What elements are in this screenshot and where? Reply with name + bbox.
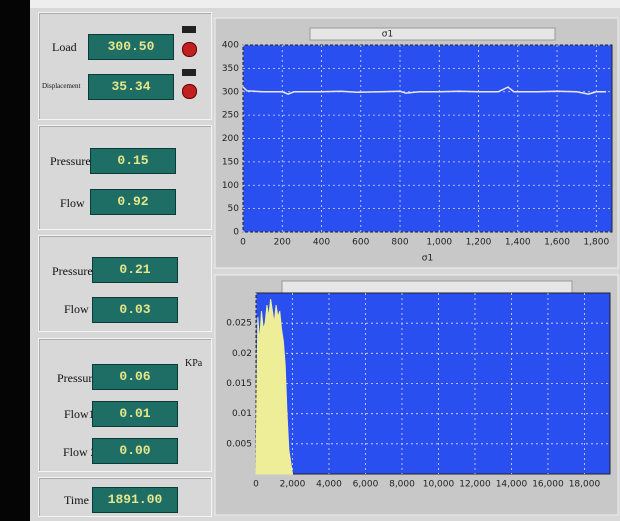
x-tick-label: 1,000 [426,238,452,248]
x-tick-label: 600 [352,238,369,248]
x-tick-label: 0 [240,238,246,248]
y-tick-label: 100 [222,181,239,191]
x-tick-label: 800 [391,238,408,248]
y-tick-label: 0.025 [226,319,252,329]
y-tick-label: 350 [222,64,239,74]
x-tick-label: 1,800 [583,238,609,248]
y-tick-label: 50 [228,204,240,214]
x-axis-label: σ1 [422,254,433,264]
x-tick-label: 18,000 [569,480,601,490]
y-tick-label: 400 [222,41,239,51]
x-tick-label: 1,400 [505,238,531,248]
x-tick-label: 12,000 [459,480,491,490]
y-tick-label: 0.01 [232,409,252,419]
y-tick-label: 0.015 [226,379,252,389]
x-tick-label: 0 [253,480,259,490]
y-tick-label: 200 [222,134,239,144]
x-tick-label: 200 [274,238,291,248]
x-tick-label: 8,000 [389,480,415,490]
y-tick-label: 0.02 [232,349,252,359]
x-tick-label: 400 [313,238,330,248]
x-tick-label: 2,000 [280,480,306,490]
title-box [282,281,572,293]
y-tick-label: 150 [222,157,239,167]
screen: Load 300.50 Displacement 35.34 Pressure … [0,0,620,521]
y-tick-label: 300 [222,87,239,97]
title-box [310,28,555,40]
x-tick-label: 6,000 [353,480,379,490]
y-tick-label: 0.005 [226,439,252,449]
charts: σ1 0 50 100 150 200 250 300 350 400 0 200 400 600 800 1… [0,0,620,521]
x-tick-label: 16,000 [532,480,564,490]
x-tick-label: 4,000 [316,480,342,490]
chart-title: σ1 [382,30,393,40]
y-tick-label: 0 [233,228,239,238]
x-tick-label: 10,000 [423,480,455,490]
y-tick-label: 250 [222,111,239,121]
x-tick-label: 1,600 [544,238,570,248]
x-tick-label: 1,200 [466,238,492,248]
x-tick-label: 14,000 [496,480,528,490]
